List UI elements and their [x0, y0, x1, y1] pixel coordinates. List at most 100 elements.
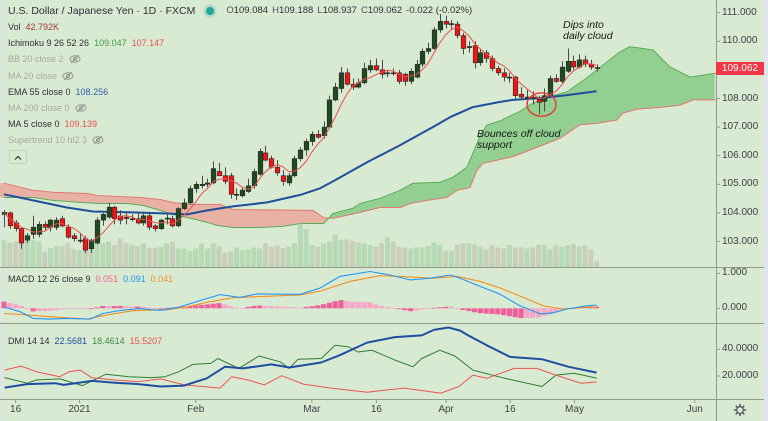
candle-body: [477, 52, 484, 64]
candle: [425, 42, 432, 55]
candle-body: [425, 48, 432, 52]
gear-icon[interactable]: [733, 403, 747, 417]
volume-bar: [193, 248, 199, 267]
eye-slash-icon[interactable]: [69, 54, 81, 64]
candle-body: [530, 96, 537, 99]
volume-bar: [501, 248, 507, 267]
candle: [204, 178, 211, 188]
candle: [100, 212, 107, 226]
macd-histogram-bar: [326, 302, 332, 309]
eye-slash-icon[interactable]: [92, 135, 104, 145]
ichimoku-span-a-line: [4, 46, 716, 228]
candle-body: [472, 45, 479, 64]
macd-histogram-bar: [291, 307, 298, 309]
legend-row-supertrend[interactable]: Supertrend 10 hl2 3: [8, 132, 472, 148]
volume-bar: [594, 261, 600, 267]
macd-histogram-bar: [228, 306, 234, 309]
volume-bar: [425, 246, 431, 267]
indicator-name: Vol: [8, 22, 21, 32]
candle-body: [100, 214, 107, 221]
volume-bar: [239, 250, 245, 267]
low-value: 108.937: [322, 5, 357, 16]
candle: [536, 95, 543, 115]
legend-row-ema55[interactable]: EMA 55 close 0 108.256: [8, 84, 472, 100]
candle-body: [169, 218, 176, 227]
macd-legend[interactable]: MACD 12 26 close 9 0.051 0.091 0.041: [8, 272, 173, 286]
volume-bar: [170, 241, 175, 267]
candle-body: [77, 239, 84, 242]
volume-bar: [512, 247, 518, 267]
volume-bar: [24, 234, 30, 267]
macd-histogram-bar: [106, 306, 112, 309]
candle: [187, 185, 194, 205]
legend-row-ma5[interactable]: MA 5 close 0 109.139: [8, 116, 472, 132]
volume-bar: [570, 244, 576, 267]
volume-bar: [30, 239, 36, 267]
legend-row-bb[interactable]: BB 20 close 2: [8, 51, 472, 67]
candle: [24, 233, 31, 243]
macd-signal-value: 0.041: [150, 274, 174, 284]
macd-histogram-bar: [82, 308, 88, 310]
legend-row-volume[interactable]: Vol 42.792K: [8, 19, 472, 35]
symbol-header[interactable]: U.S. Dollar / Japanese Yen · 1D · FXCM O…: [8, 3, 472, 19]
macd-histogram-bar: [361, 302, 367, 309]
macd-histogram-bar: [7, 303, 13, 309]
volume-bar: [65, 243, 71, 267]
candle: [361, 62, 368, 85]
volume-bar: [129, 244, 135, 267]
volume-bar: [262, 243, 268, 267]
volume-bar: [396, 246, 402, 267]
volume-bar: [297, 223, 303, 267]
candle: [501, 68, 508, 82]
volume-bar: [204, 248, 210, 267]
legend-row-ma20[interactable]: MA 20 close: [8, 68, 472, 84]
volume-bar: [338, 239, 344, 267]
volume-bar: [309, 244, 315, 267]
candle-body: [111, 206, 118, 219]
macd-histogram-bar: [408, 308, 414, 312]
candle-body: [448, 23, 455, 25]
volume-bar: [152, 247, 158, 267]
macd-histogram-bar: [541, 308, 547, 316]
candle-body: [18, 228, 25, 244]
collapse-legend-button[interactable]: [9, 150, 27, 164]
macd-histogram-bar: [129, 306, 135, 309]
candle: [594, 64, 601, 72]
volume-bar: [42, 251, 48, 267]
candle-body: [106, 206, 113, 218]
eye-slash-icon[interactable]: [75, 103, 87, 113]
left-edge: [0, 0, 2, 421]
volume-bar: [251, 247, 257, 267]
volume-bar: [326, 241, 332, 267]
volume-bar: [175, 248, 181, 267]
candle: [216, 162, 223, 177]
candle: [443, 15, 450, 29]
candle: [472, 41, 479, 69]
volume-bar: [13, 241, 19, 267]
volume-bar: [489, 244, 495, 267]
candle: [338, 67, 345, 93]
eye-slash-icon[interactable]: [62, 71, 74, 81]
macd-histogram-bar: [222, 304, 228, 309]
candle: [262, 145, 269, 162]
macd-histogram-bar: [437, 307, 443, 309]
macd-histogram-bar: [233, 307, 239, 309]
candle: [431, 27, 438, 50]
candle: [414, 59, 421, 79]
volume-bar: [460, 243, 466, 267]
volume-bar: [245, 249, 251, 267]
candle-body: [390, 72, 397, 75]
candle: [228, 172, 235, 199]
macd-histogram-bar: [18, 306, 24, 309]
dmi-legend[interactable]: DMI 14 14 22.5681 18.4614 15.5207: [8, 334, 162, 348]
candle-body: [94, 219, 101, 244]
legend-row-ma200[interactable]: MA 200 close 0: [8, 100, 472, 116]
volume-bar: [59, 246, 65, 267]
macd-name: MACD 12 26 close 9: [8, 274, 91, 284]
candle: [419, 48, 426, 68]
legend-row-ichimoku[interactable]: Ichimoku 9 26 52 26 109.047 107.147: [8, 35, 472, 51]
candle-body: [309, 134, 316, 142]
indicator-name: Supertrend 10 hl2 3: [8, 135, 88, 146]
macd-histogram-bar: [239, 307, 245, 309]
